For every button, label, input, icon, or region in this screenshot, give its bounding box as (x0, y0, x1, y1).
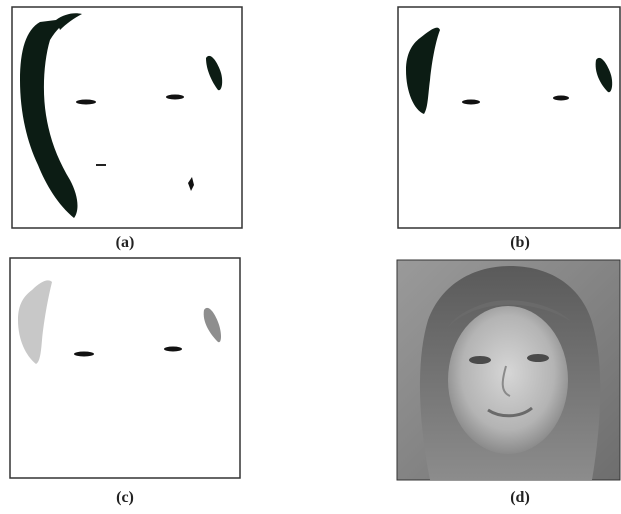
panel-label: (d) (510, 489, 530, 506)
eye-region (164, 347, 182, 352)
panel-a: (a) (12, 7, 242, 251)
noise (96, 164, 106, 166)
eye-region (76, 100, 96, 105)
panel-c: (c) (10, 258, 240, 506)
eye (469, 356, 491, 364)
eye-region (166, 95, 184, 100)
panel-b: (b) (398, 7, 620, 251)
figure: (a) (b) (c) (d) (0, 0, 621, 514)
panel-label: (a) (116, 234, 135, 251)
panel-label: (b) (510, 234, 530, 251)
face (448, 306, 568, 454)
panel-label: (c) (116, 489, 134, 506)
eye-region (74, 352, 94, 357)
eye-region (462, 100, 480, 105)
panel-d: (d) (397, 260, 620, 506)
eye-region (553, 96, 569, 101)
eye (527, 354, 549, 362)
